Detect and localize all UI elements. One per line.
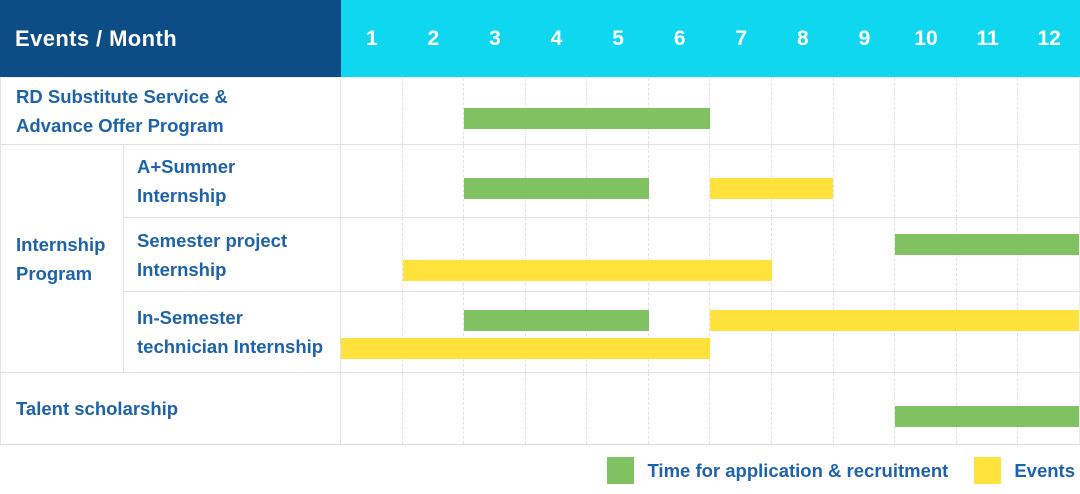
month-header-6: 6 <box>673 26 686 50</box>
month-cell <box>341 292 402 372</box>
month-cell <box>341 78 402 144</box>
month-cell <box>709 373 771 444</box>
month-cell <box>647 373 710 444</box>
month-cell <box>1017 292 1079 372</box>
month-cell <box>832 292 895 372</box>
month-cell <box>832 218 895 291</box>
month-cell <box>709 218 771 291</box>
month-header-9: 9 <box>858 26 871 50</box>
yellow-legend-swatch-icon <box>974 457 1002 484</box>
gantt-row-chart <box>341 218 1079 291</box>
application-recruitment-bar <box>894 234 1079 256</box>
month-cell <box>894 145 956 217</box>
gantt-grid: RD Substitute Service & Advance Offer Pr… <box>0 77 1080 445</box>
month-cell <box>341 373 402 444</box>
gantt-row-chart <box>341 292 1079 372</box>
application-recruitment-bar <box>464 178 649 200</box>
application-recruitment-bar <box>894 405 1079 427</box>
table-row: A+Summer Internship <box>124 145 1079 218</box>
month-cell <box>647 218 710 291</box>
table-row: In-Semester technician Internship <box>124 292 1079 372</box>
month-cell <box>401 145 464 217</box>
month-header-7: 7 <box>735 26 748 50</box>
month-cell <box>771 78 833 144</box>
application-recruitment-bar <box>464 309 649 331</box>
month-cell <box>463 218 525 291</box>
events-bar <box>402 260 772 282</box>
gantt-row-chart <box>341 373 1079 444</box>
month-header-11: 11 <box>976 26 999 50</box>
row-label-semester-project: Semester project Internship <box>124 218 341 291</box>
month-header-8: 8 <box>796 26 809 50</box>
month-cell <box>832 78 895 144</box>
month-cell <box>709 78 771 144</box>
month-header-2: 2 <box>427 26 440 50</box>
month-cell <box>1017 78 1079 144</box>
month-cell <box>463 78 525 144</box>
month-cell <box>894 292 956 372</box>
month-cell <box>771 292 833 372</box>
month-cell <box>709 292 771 372</box>
month-cell <box>463 145 525 217</box>
gantt-row-chart <box>341 145 1079 217</box>
month-header-3: 3 <box>489 26 501 50</box>
month-cell <box>1017 145 1079 217</box>
month-cell <box>463 292 525 372</box>
month-cell <box>832 373 895 444</box>
month-cell <box>401 292 464 372</box>
month-cell <box>955 145 1018 217</box>
events-bar <box>710 309 1079 331</box>
legend-item-events: Events <box>974 457 1075 484</box>
month-cell <box>463 373 525 444</box>
month-header-12: 12 <box>1037 26 1061 50</box>
row-label-a-plus-summer: A+Summer Internship <box>124 145 341 217</box>
row-label-rd-substitute: RD Substitute Service & Advance Offer Pr… <box>1 78 341 144</box>
month-cell <box>771 218 833 291</box>
month-cell <box>647 292 710 372</box>
month-cell <box>647 145 710 217</box>
legend-label-events: Events <box>1014 459 1075 481</box>
month-header-5: 5 <box>612 26 624 50</box>
month-header-4: 4 <box>550 26 563 50</box>
month-cell <box>586 292 648 372</box>
group-label-internship-program: Internship Program <box>1 145 124 372</box>
month-cell <box>955 78 1018 144</box>
legend-item-application: Time for application & recruitment <box>607 457 948 484</box>
month-cell <box>586 218 648 291</box>
internship-program-group: Internship Program A+Summer Internship S… <box>1 145 1079 373</box>
month-cell <box>401 78 464 144</box>
table-row: Semester project Internship <box>124 218 1079 292</box>
gantt-row-chart <box>341 78 1079 144</box>
events-month-header: Events / Month <box>0 0 341 77</box>
month-header-strip: 1 2 3 4 5 6 7 8 9 10 11 12 <box>341 0 1080 77</box>
month-cell <box>401 373 464 444</box>
green-legend-swatch-icon <box>607 457 635 484</box>
month-cell <box>955 292 1018 372</box>
month-cell <box>832 145 895 217</box>
month-cell <box>524 292 587 372</box>
month-cell <box>341 218 402 291</box>
chart-legend: Time for application & recruitment Event… <box>0 445 1080 494</box>
events-bar <box>341 338 710 360</box>
table-row: RD Substitute Service & Advance Offer Pr… <box>1 78 1079 145</box>
internship-subrows: A+Summer Internship Semester project Int… <box>124 145 1079 372</box>
month-cell <box>341 145 402 217</box>
month-cell <box>524 373 587 444</box>
month-cell <box>709 145 771 217</box>
table-row: Talent scholarship <box>1 373 1079 444</box>
row-label-talent-scholarship: Talent scholarship <box>1 373 341 444</box>
month-header-10: 10 <box>914 26 938 50</box>
month-cell <box>524 218 587 291</box>
table-header-row: Events / Month 1 2 3 4 5 6 7 8 9 10 11 12 <box>0 0 1080 77</box>
month-cell <box>586 373 648 444</box>
month-cell <box>894 78 956 144</box>
events-bar <box>710 178 833 200</box>
legend-label-application: Time for application & recruitment <box>647 459 949 481</box>
month-cell <box>771 373 833 444</box>
row-label-in-semester-technician: In-Semester technician Internship <box>124 292 341 372</box>
month-header-1: 1 <box>365 26 378 50</box>
application-recruitment-bar <box>464 108 710 130</box>
month-cell <box>401 218 464 291</box>
